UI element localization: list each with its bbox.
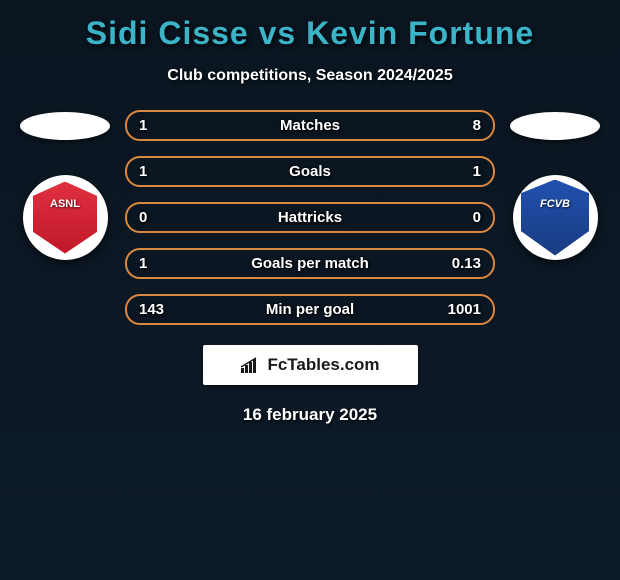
right-club-badge-icon: FCVB: [513, 175, 598, 260]
stat-row: 143 Min per goal 1001: [125, 294, 495, 325]
stat-label: Matches: [127, 117, 493, 134]
stat-right-value: 1: [473, 163, 481, 180]
stat-right-value: 0: [473, 209, 481, 226]
stat-left-value: 1: [139, 117, 147, 134]
stat-right-value: 8: [473, 117, 481, 134]
stat-row: 1 Goals per match 0.13: [125, 248, 495, 279]
date-text: 16 february 2025: [243, 405, 377, 425]
stat-right-value: 0.13: [452, 255, 481, 272]
chart-bars-icon: [240, 356, 262, 374]
stat-row: 1 Goals 1: [125, 156, 495, 187]
left-badge-text: ASNL: [50, 198, 80, 210]
stat-label: Hattricks: [127, 209, 493, 226]
stat-left-value: 0: [139, 209, 147, 226]
right-marker-icon: [510, 112, 600, 140]
stat-right-value: 1001: [448, 301, 481, 318]
stat-label: Goals: [127, 163, 493, 180]
right-badge-text: FCVB: [540, 198, 570, 210]
main-container: Sidi Cisse vs Kevin Fortune Club competi…: [0, 0, 620, 435]
right-column: FCVB: [505, 110, 605, 260]
stat-label: Min per goal: [127, 301, 493, 318]
left-marker-icon: [20, 112, 110, 140]
brand-text: FcTables.com: [267, 355, 379, 375]
stat-left-value: 1: [139, 255, 147, 272]
left-column: ASNL: [15, 110, 115, 260]
subtitle: Club competitions, Season 2024/2025: [167, 67, 452, 85]
main-content: ASNL 1 Matches 8 1 Goals 1 0 Hattricks 0…: [0, 110, 620, 325]
stat-label: Goals per match: [127, 255, 493, 272]
left-club-badge-icon: ASNL: [23, 175, 108, 260]
page-title: Sidi Cisse vs Kevin Fortune: [86, 15, 534, 52]
stat-row: 0 Hattricks 0: [125, 202, 495, 233]
stat-left-value: 143: [139, 301, 164, 318]
stat-row: 1 Matches 8: [125, 110, 495, 141]
stat-left-value: 1: [139, 163, 147, 180]
brand-box: FcTables.com: [203, 345, 418, 385]
stats-column: 1 Matches 8 1 Goals 1 0 Hattricks 0 1 Go…: [125, 110, 495, 325]
